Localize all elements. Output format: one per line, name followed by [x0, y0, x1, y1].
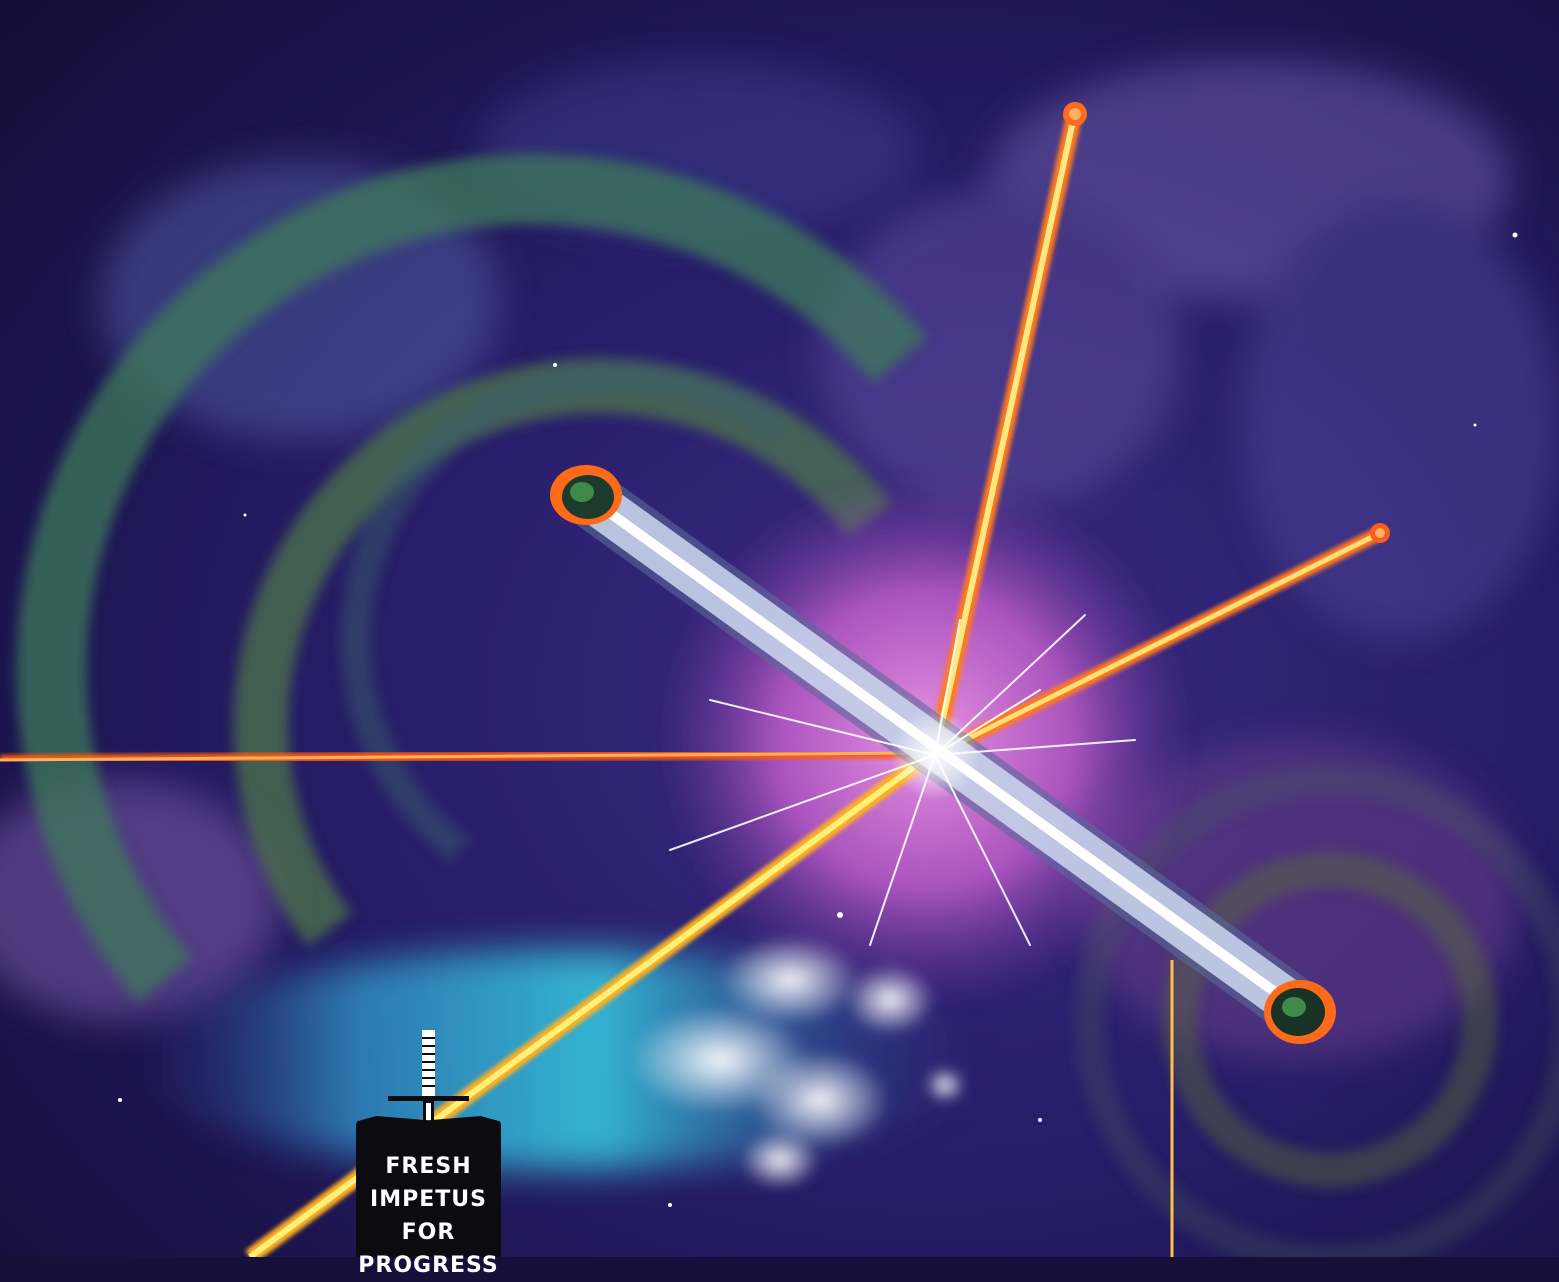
energy-rings: [16, 154, 1559, 1257]
upper-right-beam: [931, 523, 1390, 762]
nebula-cloud: [140, 935, 980, 1190]
impact-flash: [890, 710, 980, 800]
emblem-line-3: FOR: [401, 1220, 456, 1245]
emblem-line-1: FRESH: [385, 1154, 472, 1179]
capsule-lower-right: [1264, 980, 1336, 1044]
horizontal-beam: [0, 748, 921, 765]
emblem-text: FRESH IMPETUS FOR PROGRESS: [356, 1150, 501, 1282]
capsule-upper-left: [550, 465, 622, 525]
sword-icon: [388, 1030, 469, 1123]
stars: [118, 232, 1518, 1207]
top-beam: [927, 102, 1087, 757]
emblem-line-4: PROGRESS: [358, 1253, 499, 1278]
emblem-line-2: IMPETUS: [370, 1187, 487, 1212]
emblem: FRESH IMPETUS FOR PROGRESS: [356, 1030, 501, 1278]
emblem-shield: [356, 1116, 501, 1257]
